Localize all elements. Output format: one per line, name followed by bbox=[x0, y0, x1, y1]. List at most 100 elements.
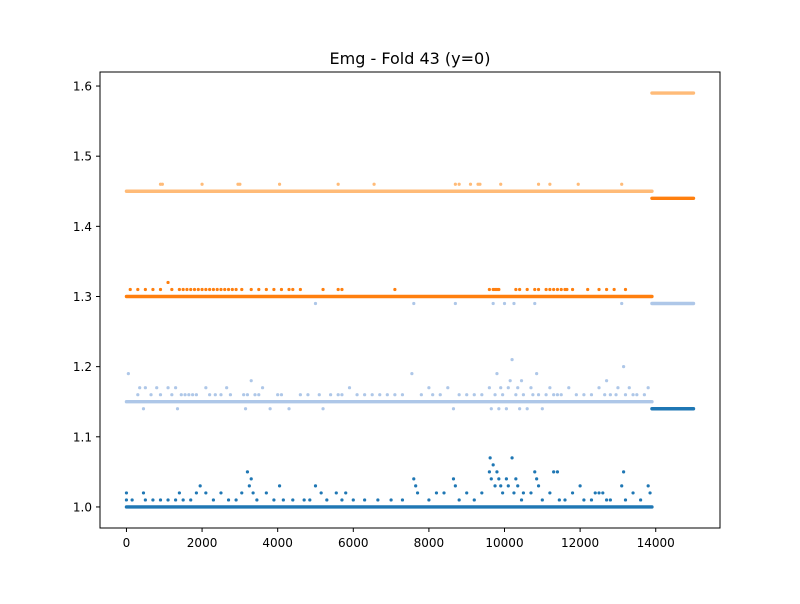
data-point bbox=[177, 287, 181, 292]
data-point bbox=[138, 386, 142, 390]
data-point bbox=[136, 287, 140, 292]
data-point bbox=[570, 491, 575, 495]
data-point bbox=[226, 287, 231, 292]
data-point bbox=[160, 182, 164, 186]
data-point bbox=[279, 393, 284, 397]
data-point bbox=[536, 182, 541, 186]
data-point bbox=[514, 287, 518, 292]
data-point bbox=[249, 379, 253, 383]
data-point bbox=[177, 491, 181, 495]
data-point bbox=[565, 287, 569, 292]
data-point bbox=[400, 498, 405, 502]
data-point bbox=[302, 498, 306, 502]
data-point bbox=[234, 287, 238, 292]
data-point bbox=[389, 498, 393, 502]
data-point bbox=[548, 287, 552, 292]
data-point bbox=[308, 498, 312, 502]
data-point bbox=[563, 498, 567, 502]
data-point bbox=[648, 491, 652, 495]
data-point bbox=[378, 393, 382, 397]
data-point bbox=[427, 386, 431, 390]
data-point bbox=[521, 393, 526, 397]
data-point bbox=[245, 470, 250, 474]
data-point bbox=[225, 386, 229, 390]
data-point bbox=[533, 470, 537, 474]
data-point bbox=[287, 407, 291, 411]
data-point bbox=[465, 491, 469, 495]
data-point bbox=[204, 491, 208, 495]
data-point bbox=[487, 386, 491, 390]
data-point bbox=[317, 393, 321, 397]
data-point bbox=[472, 498, 476, 502]
data-point bbox=[525, 287, 529, 292]
y-tick-label: 1.1 bbox=[73, 430, 92, 444]
data-point bbox=[434, 491, 439, 495]
data-point bbox=[552, 287, 556, 292]
data-point bbox=[519, 498, 524, 502]
data-point bbox=[597, 386, 601, 390]
data-point bbox=[325, 498, 329, 502]
data-point bbox=[253, 393, 257, 397]
data-point bbox=[158, 287, 163, 292]
data-point bbox=[642, 393, 646, 397]
data-point bbox=[501, 393, 505, 397]
data-point bbox=[597, 287, 601, 292]
data-point bbox=[281, 498, 285, 502]
data-point bbox=[489, 407, 493, 411]
data-point bbox=[451, 407, 456, 411]
data-point bbox=[363, 498, 367, 502]
data-point bbox=[264, 491, 268, 495]
data-point bbox=[268, 407, 272, 411]
data-point bbox=[143, 386, 147, 390]
data-point bbox=[277, 182, 282, 186]
data-point bbox=[499, 386, 503, 390]
data-point bbox=[468, 182, 473, 186]
data-point bbox=[457, 393, 461, 397]
data-point bbox=[533, 287, 537, 292]
data-point bbox=[245, 393, 250, 397]
data-point bbox=[385, 393, 389, 397]
data-point bbox=[431, 393, 435, 397]
data-point bbox=[491, 463, 495, 467]
data-point bbox=[187, 393, 191, 397]
data-point bbox=[536, 393, 541, 397]
data-point bbox=[516, 386, 520, 390]
data-point bbox=[313, 301, 318, 306]
data-point bbox=[501, 491, 505, 495]
data-point bbox=[489, 477, 493, 481]
data-point bbox=[264, 287, 268, 292]
data-point bbox=[319, 491, 323, 495]
data-point bbox=[567, 386, 571, 390]
series-0 bbox=[124, 407, 696, 509]
data-point bbox=[400, 393, 405, 397]
data-point bbox=[223, 287, 227, 292]
data-point bbox=[410, 372, 414, 376]
data-point bbox=[555, 470, 560, 474]
y-tick-label: 1.2 bbox=[73, 360, 92, 374]
data-point bbox=[646, 386, 650, 390]
data-point bbox=[614, 393, 618, 397]
data-point bbox=[240, 287, 244, 292]
data-point bbox=[257, 287, 261, 292]
data-point bbox=[540, 407, 544, 411]
y-tick-label: 1.4 bbox=[73, 220, 92, 234]
data-point bbox=[548, 182, 552, 186]
data-point bbox=[529, 386, 533, 390]
data-point bbox=[208, 393, 212, 397]
data-point bbox=[608, 498, 612, 502]
data-point bbox=[141, 407, 146, 411]
data-point bbox=[521, 491, 526, 495]
data-point bbox=[240, 491, 244, 495]
series-1 bbox=[124, 301, 696, 411]
data-point bbox=[247, 484, 251, 488]
data-point bbox=[277, 484, 282, 488]
data-point bbox=[574, 393, 578, 397]
data-point bbox=[219, 287, 223, 292]
data-point bbox=[130, 498, 134, 502]
data-point bbox=[143, 287, 147, 292]
data-point bbox=[242, 393, 246, 397]
data-point bbox=[340, 393, 344, 397]
data-point bbox=[604, 379, 609, 383]
